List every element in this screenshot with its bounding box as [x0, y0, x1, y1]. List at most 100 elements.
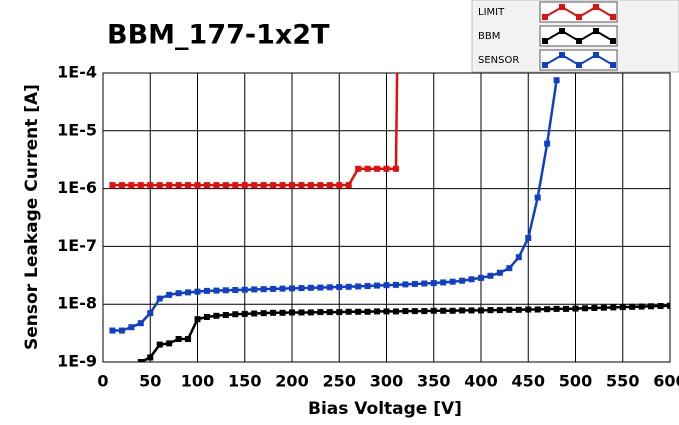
data-point	[317, 284, 324, 291]
data-point	[392, 281, 399, 288]
legend-marker	[610, 14, 616, 20]
data-point	[496, 307, 503, 314]
data-point	[109, 182, 116, 189]
legend-marker	[576, 14, 582, 20]
data-point	[411, 280, 418, 287]
x-tick-label: 0	[97, 372, 108, 391]
data-point	[156, 182, 163, 189]
data-point	[307, 309, 314, 316]
data-point	[317, 182, 324, 189]
data-point	[544, 306, 551, 313]
data-point	[657, 303, 664, 310]
data-point	[137, 359, 144, 362]
legend-marker	[559, 28, 565, 34]
data-point	[553, 77, 560, 84]
legend-marker	[593, 52, 599, 58]
legend-marker	[593, 4, 599, 10]
data-point	[459, 277, 466, 284]
data-point	[270, 182, 277, 189]
data-point	[270, 309, 277, 316]
data-point	[392, 308, 399, 315]
data-point	[279, 309, 286, 316]
y-tick-label: 1E-5	[57, 120, 97, 139]
data-point	[298, 285, 305, 292]
x-tick-label: 300	[370, 372, 403, 391]
data-point	[298, 309, 305, 316]
data-point	[326, 309, 333, 316]
x-tick-label: 450	[512, 372, 545, 391]
legend-marker	[542, 14, 548, 20]
y-tick-label: 1E-7	[57, 236, 97, 255]
data-point	[147, 310, 154, 317]
data-point	[440, 279, 447, 286]
data-point	[137, 320, 144, 327]
data-point	[610, 304, 617, 311]
x-tick-label: 250	[323, 372, 356, 391]
data-point	[232, 182, 239, 189]
data-point	[232, 311, 239, 318]
data-point	[374, 282, 381, 289]
data-point	[307, 284, 314, 291]
legend-label: LIMIT	[478, 7, 505, 18]
data-point	[374, 165, 381, 172]
data-point	[232, 287, 239, 294]
data-point	[260, 310, 267, 317]
x-axis-label: Bias Voltage [V]	[308, 399, 462, 419]
plot-frame	[102, 72, 671, 363]
data-point	[222, 312, 229, 319]
data-point	[175, 335, 182, 342]
y-axis-label: Sensor Leakage Current [A]	[22, 84, 42, 350]
data-point	[553, 305, 560, 312]
data-point	[118, 182, 125, 189]
data-point	[468, 307, 475, 314]
data-point	[411, 308, 418, 315]
data-point	[326, 284, 333, 291]
data-point	[402, 308, 409, 315]
data-point	[137, 182, 144, 189]
data-point	[326, 182, 333, 189]
data-point	[241, 182, 248, 189]
data-point	[591, 304, 598, 311]
legend-marker	[542, 38, 548, 44]
data-point	[355, 308, 362, 315]
data-point	[478, 274, 484, 281]
data-point	[364, 283, 371, 290]
legend-label: SENSOR	[478, 55, 519, 66]
data-point	[506, 265, 513, 272]
data-point	[317, 309, 324, 316]
data-point	[156, 341, 163, 348]
data-point	[421, 308, 428, 315]
data-point	[203, 287, 210, 294]
data-point	[421, 280, 428, 287]
data-point	[355, 283, 362, 290]
data-point	[449, 307, 456, 314]
x-tick-label: 100	[181, 372, 214, 391]
x-tick-label: 400	[464, 372, 497, 391]
data-point	[638, 303, 645, 310]
y-tick-label: 1E-8	[57, 294, 97, 313]
data-point	[506, 306, 513, 313]
data-point	[185, 289, 192, 296]
data-point	[118, 327, 125, 334]
data-point	[298, 182, 305, 189]
data-point	[279, 182, 286, 189]
data-point	[185, 182, 192, 189]
data-point	[241, 286, 248, 293]
data-point	[156, 295, 163, 302]
data-point	[383, 308, 390, 315]
data-point	[213, 182, 220, 189]
data-point	[667, 302, 670, 309]
x-tick-label: 350	[417, 372, 450, 391]
data-point	[478, 307, 484, 314]
data-point	[194, 288, 201, 295]
legend-marker	[559, 4, 565, 10]
data-point	[629, 303, 636, 310]
data-point	[109, 327, 116, 334]
data-point	[203, 314, 210, 321]
x-tick-label: 500	[559, 372, 592, 391]
data-point	[166, 182, 173, 189]
data-point	[383, 282, 390, 289]
data-point	[449, 278, 456, 285]
x-tick-label: 50	[139, 372, 161, 391]
